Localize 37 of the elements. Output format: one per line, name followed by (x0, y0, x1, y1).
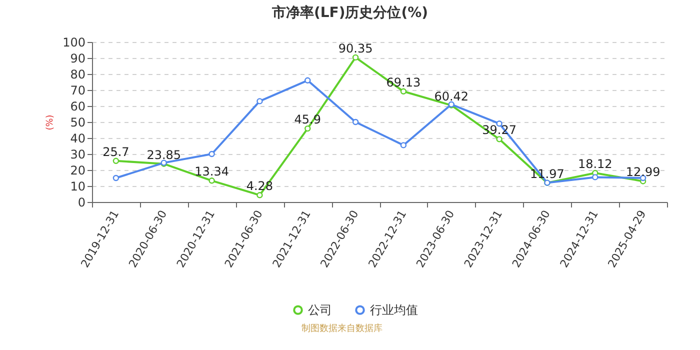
point (208, 178, 215, 184)
y-tick-label: 80 (70, 68, 86, 82)
point (304, 125, 311, 132)
point (256, 98, 263, 104)
y-axis-title: (%) (46, 114, 56, 130)
data-label: 13.34 (194, 164, 229, 179)
point (400, 142, 407, 148)
point (496, 136, 502, 142)
legend-label: 行业均值 (370, 303, 418, 318)
point (592, 174, 598, 180)
point (256, 192, 263, 198)
chart-title: 市净率(LF)历史分位(%) (270, 4, 430, 22)
point (112, 158, 120, 164)
data-label: 18.12 (578, 157, 612, 172)
data-label: 23.85 (146, 148, 182, 162)
point (208, 150, 215, 158)
y-tick-label: 20 (70, 164, 86, 178)
point (112, 174, 120, 182)
y-tick-label: 40 (70, 132, 86, 146)
data-label: 90.35 (338, 41, 373, 56)
point (352, 54, 359, 61)
point (352, 118, 359, 126)
y-tick-label: 10 (70, 180, 86, 194)
y-tick-label: 100 (62, 36, 86, 50)
y-tick-label: 30 (70, 148, 86, 162)
point (400, 88, 407, 94)
y-tick-label: 60 (70, 100, 86, 114)
data-label: 25.7 (102, 144, 130, 159)
y-tick-label: 90 (70, 52, 86, 66)
y-tick-label: 70 (70, 84, 86, 98)
y-tick-label: 0 (78, 196, 86, 210)
legend-label: 公司 (308, 303, 332, 318)
point (304, 77, 311, 84)
text: 制图数据来自数据库 (302, 323, 382, 334)
data-label: 60.42 (434, 89, 469, 104)
y-tick-label: 50 (70, 116, 86, 130)
data-label: 12.99 (626, 165, 660, 180)
